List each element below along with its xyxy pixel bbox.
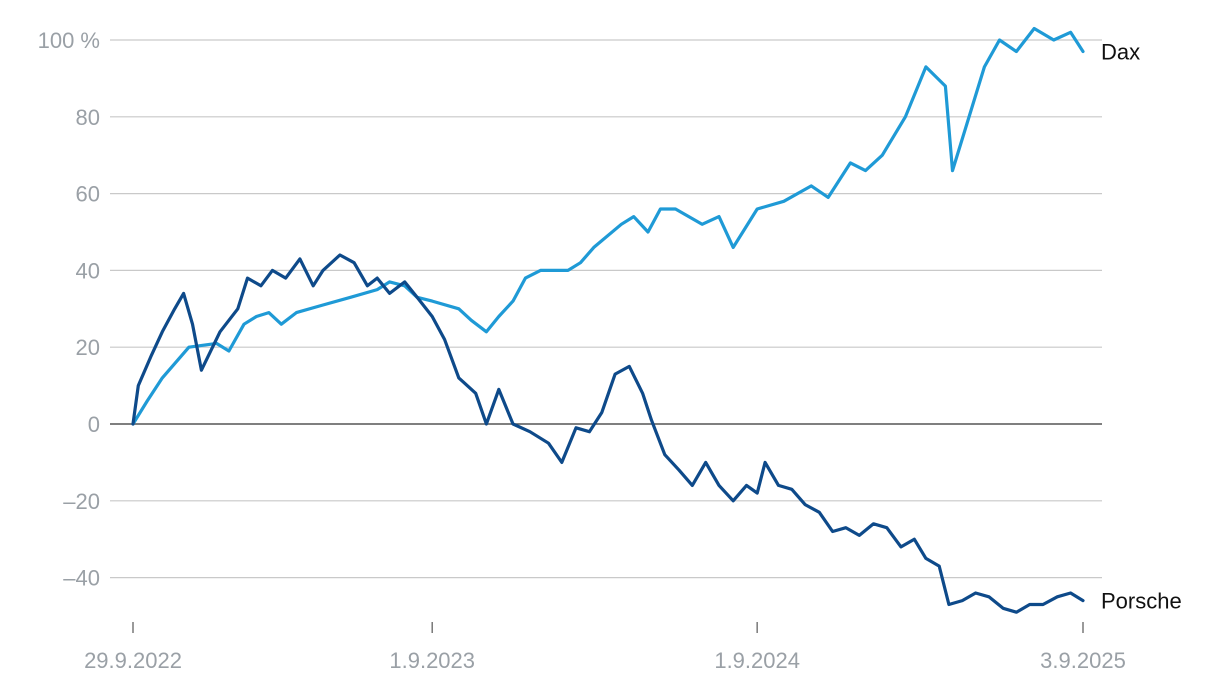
series-label-dax: Dax (1101, 40, 1140, 65)
y-tick-label: 40 (76, 258, 100, 283)
y-tick-label: 60 (76, 182, 100, 207)
y-tick-label: 80 (76, 105, 100, 130)
series-line-dax (131, 26, 1085, 426)
y-tick-label: –20 (63, 489, 100, 514)
series-lines (131, 26, 1085, 614)
y-tick-label: 20 (76, 335, 100, 360)
y-tick-label: –40 (63, 566, 100, 591)
series-label-porsche: Porsche (1101, 589, 1182, 614)
x-axis-ticks: 29.9.2022 1.9.2023 1.9.2024 3.9.2025 (84, 622, 1126, 673)
grid-lines (110, 39, 1102, 579)
series-line-porsche (131, 253, 1085, 614)
x-tick-label: 3.9.2025 (1040, 648, 1126, 673)
y-tick-label: 100 % (38, 28, 100, 53)
x-tick-label: 29.9.2022 (84, 648, 182, 673)
y-tick-label: 0 (88, 412, 100, 437)
x-tick-label: 1.9.2024 (714, 648, 800, 673)
series-labels: Dax Porsche (1101, 40, 1182, 614)
x-tick-label: 1.9.2023 (389, 648, 475, 673)
y-axis-ticks: 100 % 80 60 40 20 0 –20 –40 (38, 28, 100, 591)
